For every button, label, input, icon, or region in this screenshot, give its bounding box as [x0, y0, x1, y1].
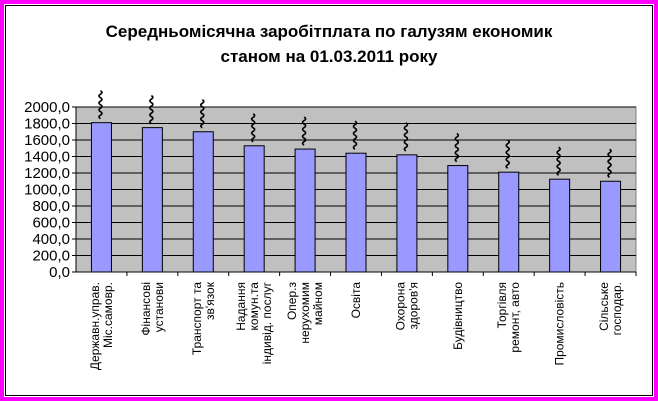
chart-area-border — [5, 5, 653, 396]
x-tick-label-line: нерухомим — [298, 282, 312, 344]
bar — [243, 145, 265, 273]
y-tick-label: 1400,0 — [24, 149, 70, 166]
x-tick-label: Сільське господар. — [597, 282, 624, 336]
x-tick-label: Будівництво — [451, 282, 465, 350]
bar — [90, 122, 112, 273]
bar — [192, 131, 214, 273]
x-tick-label-line: Промисловість — [553, 282, 567, 366]
break-marker — [352, 120, 358, 150]
break-marker — [505, 139, 511, 169]
y-tick-label: 1200,0 — [24, 165, 70, 182]
x-tick-label-line: Транспорт та — [190, 282, 204, 355]
x-tick-label-line: здоров'я — [406, 282, 420, 329]
bar — [549, 178, 571, 273]
x-tick-label-line: Охорона — [393, 282, 407, 331]
x-tick-label: Транспорт та зв'язок — [190, 281, 217, 355]
y-tick-label: 1600,0 — [24, 132, 70, 149]
x-tick-label-line: Освіта — [349, 282, 363, 319]
x-tick-label-line: Фінансові — [139, 282, 153, 336]
bar — [498, 171, 520, 273]
x-tick-label-line: майном — [311, 282, 325, 325]
break-marker — [250, 113, 256, 143]
bar — [396, 154, 418, 273]
y-tick-label: 800,0 — [32, 198, 70, 215]
x-tick-label: Державн.управ. Міс.самовр. — [88, 282, 115, 370]
break-marker — [556, 146, 561, 176]
break-marker — [301, 116, 307, 146]
x-tick-label: Торгівля ремонт, авто — [495, 282, 522, 353]
break-marker — [98, 89, 103, 120]
y-tick-label: 200,0 — [32, 248, 70, 265]
bar — [141, 127, 163, 273]
x-tick-label-line: індивід. послуг — [260, 281, 274, 364]
break-marker — [454, 132, 460, 163]
x-tick-label: Охорона здоров'я — [393, 282, 420, 331]
x-tick-label-line: Надання — [234, 282, 248, 331]
y-tick-label: 2000,0 — [24, 99, 70, 116]
x-tick-label: Опер.з нерухомим майном — [285, 282, 325, 344]
break-marker — [607, 148, 612, 178]
x-tick-label-line: Державн.управ. — [88, 282, 102, 370]
bar — [345, 152, 367, 273]
x-tick-label-line: Будівництво — [451, 282, 465, 350]
x-tick-label-line: ремонт, авто — [508, 282, 522, 353]
x-tick-label-line: Опер.з — [285, 282, 299, 321]
bar — [447, 165, 469, 273]
y-tick-label: 400,0 — [32, 231, 70, 248]
chart-title-line-1: Середньомісячна заробітплата по галузям … — [105, 22, 553, 41]
x-tick-label: Надання комун.та індивід. послуг — [234, 281, 274, 364]
y-tick-label: 0,0 — [49, 264, 70, 281]
chart-title-line-2: станом на 01.03.2011 року — [220, 47, 438, 66]
x-tick-label-line: комун.та — [247, 282, 261, 331]
bar — [294, 148, 316, 273]
x-tick-label-line: зв'язок — [203, 281, 217, 320]
y-tick-label: 1000,0 — [24, 182, 70, 199]
x-tick-label-line: установи — [152, 282, 166, 332]
x-tick-label-line: Сільське — [597, 282, 611, 331]
y-tick-label: 1800,0 — [24, 116, 70, 133]
x-tick-label: Освіта — [349, 282, 363, 319]
y-tick-label: 600,0 — [32, 215, 70, 232]
x-tick-label: Промисловість — [553, 282, 567, 366]
break-marker — [403, 122, 409, 152]
bar — [600, 180, 622, 273]
x-tick-label-line: господар. — [610, 282, 624, 335]
break-marker — [199, 99, 205, 129]
break-marker — [149, 94, 154, 125]
x-tick-label-line: Міс.самовр. — [101, 282, 115, 348]
x-tick-label-line: Торгівля — [495, 282, 509, 328]
x-tick-label: Фінансові установи — [139, 282, 166, 336]
